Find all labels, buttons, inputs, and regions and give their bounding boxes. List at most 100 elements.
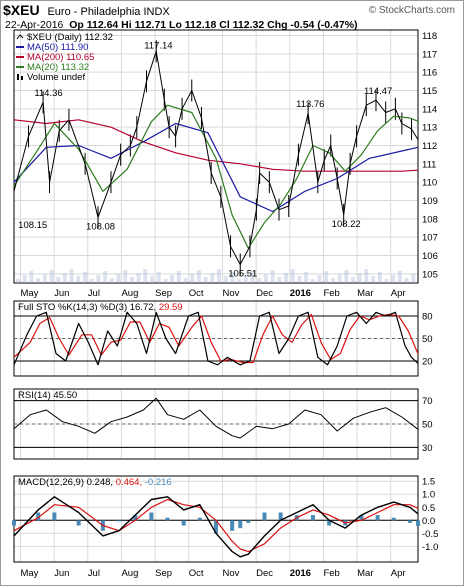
macd-hist-value: -0.216	[145, 477, 172, 488]
volume-bar	[371, 276, 376, 283]
volume-bar	[243, 275, 248, 283]
sto-label: Full STO %K(14,3) %D(3) 16.72, 29.59	[18, 302, 183, 313]
price-annotation: 114.36	[34, 88, 62, 99]
volume-bar	[83, 272, 87, 283]
macd-label: MACD(12,26,9) 0.248, 0.464, -0.216	[18, 477, 172, 488]
x-tick-label: Nov	[222, 568, 239, 579]
y-tick-label: 113	[422, 123, 437, 134]
legend-label: MA(20) 113.32	[27, 62, 89, 73]
y-tick-label: 118	[422, 31, 437, 42]
volume-bar	[357, 273, 362, 283]
volume-bar	[49, 270, 54, 283]
volume-bar	[364, 269, 369, 283]
volume-bar	[76, 276, 81, 283]
y-tick-label: 20	[422, 357, 433, 368]
volume-bar	[96, 275, 101, 283]
y-tick-label: 111	[422, 159, 436, 170]
macd-histogram-bar	[76, 520, 81, 526]
symbol: $XEU	[3, 2, 40, 18]
volume-bar	[384, 279, 389, 283]
macd-histogram-bar	[359, 515, 364, 521]
volume-bar	[284, 273, 288, 283]
volume-bar	[310, 279, 315, 283]
price-annotation: 114.47	[364, 86, 392, 97]
y-tick-label: 110	[422, 178, 437, 189]
y-tick-label: 112	[422, 141, 437, 152]
volume-bar	[203, 277, 208, 283]
volume-bar	[143, 269, 148, 283]
ma200-line	[13, 119, 419, 172]
volume-bar	[136, 273, 141, 283]
macd-histogram-bar	[310, 515, 315, 521]
legend-label: $XEU (Daily) 112.32	[27, 32, 113, 43]
volume-bar	[89, 279, 94, 283]
panel-0: 105 106 107 108 109 110 111 112 113 114 115 116 117 1…	[13, 29, 438, 284]
macd-histogram-bar	[238, 520, 243, 529]
volume-bar	[297, 276, 302, 283]
x-tick-label: Sep	[155, 288, 172, 299]
y-tick-label: 114	[422, 104, 437, 115]
macd-histogram-bar	[230, 520, 235, 531]
y-tick-label: 108	[422, 214, 438, 225]
volume-icon	[17, 74, 19, 80]
sto-k-value: 16.72,	[130, 302, 159, 313]
volume-bar	[344, 270, 349, 283]
volume-bar	[69, 269, 74, 283]
line-icon	[16, 34, 24, 40]
volume-bar	[210, 273, 215, 283]
x-tick-label: Jul	[88, 568, 100, 579]
x-tick-label: 2016	[290, 288, 311, 299]
volume-bar	[330, 278, 335, 283]
volume-bar	[230, 272, 235, 283]
chart-header: $XEU Euro - Philadelphia INDX	[3, 2, 170, 18]
volume-bar	[109, 278, 114, 283]
quote-values: Op 112.64 Hi 112.71 Lo 112.18 Cl 112.32 …	[69, 19, 358, 31]
y-tick-label: 109	[422, 196, 438, 207]
x-tick-label: Jun	[54, 288, 69, 299]
volume-bar	[250, 271, 255, 283]
quote-date: 22-Apr-2016	[5, 19, 64, 31]
macd-histogram-bar	[52, 512, 57, 521]
sto-k-line	[13, 311, 419, 366]
y-tick-label: 80	[422, 312, 433, 323]
x-tick-label: May	[20, 288, 38, 299]
volume-icon	[21, 76, 23, 80]
legend-label: MA(200) 110.65	[27, 52, 94, 63]
y-tick-label: 50	[422, 334, 433, 345]
y-tick-label: 30	[422, 443, 433, 454]
panel-3: -1.0 -0.5 0.0 0.5 1.0 1.5 MACD(12,26,9) 0.248,…	[12, 475, 438, 563]
macd-histogram-bar	[416, 520, 420, 526]
macd-histogram-bar	[149, 512, 154, 521]
volume-bar	[270, 270, 275, 283]
x-tick-label: Feb	[323, 568, 339, 579]
x-tick-label: Apr	[391, 288, 406, 299]
macd-histogram-bar	[262, 512, 267, 521]
x-tick-label: Nov	[222, 288, 239, 299]
volume-bar	[397, 271, 402, 283]
price-line	[13, 50, 419, 265]
y-tick-label: -0.5	[422, 529, 438, 540]
volume-bar	[16, 279, 20, 283]
volume-bar	[337, 274, 342, 283]
macd-line	[13, 496, 419, 558]
macd-histogram-bar	[197, 517, 202, 521]
volume-bar	[351, 277, 355, 283]
sto-d-value: 29.59	[159, 302, 183, 313]
panel-2: 30 50 70 RSI(14) 45.50	[13, 388, 433, 460]
x-tick-label: Jul	[88, 288, 100, 299]
quote-line: 22-Apr-2016 Op 112.64 Hi 112.71 Lo 112.1…	[5, 19, 358, 31]
x-tick-label: Mar	[357, 288, 373, 299]
y-tick-label: 0.0	[422, 516, 435, 527]
volume-bar	[277, 277, 282, 283]
macd-histogram-bar	[375, 515, 380, 521]
volume-bar	[190, 274, 195, 283]
macd-histogram-bar	[117, 520, 122, 522]
panel-border	[13, 475, 419, 563]
volume-bar	[163, 279, 168, 283]
x-tick-label: Aug	[121, 288, 138, 299]
volume-bar	[223, 276, 228, 283]
price-annotation: 117.14	[144, 40, 172, 51]
y-tick-label: 70	[422, 396, 433, 407]
